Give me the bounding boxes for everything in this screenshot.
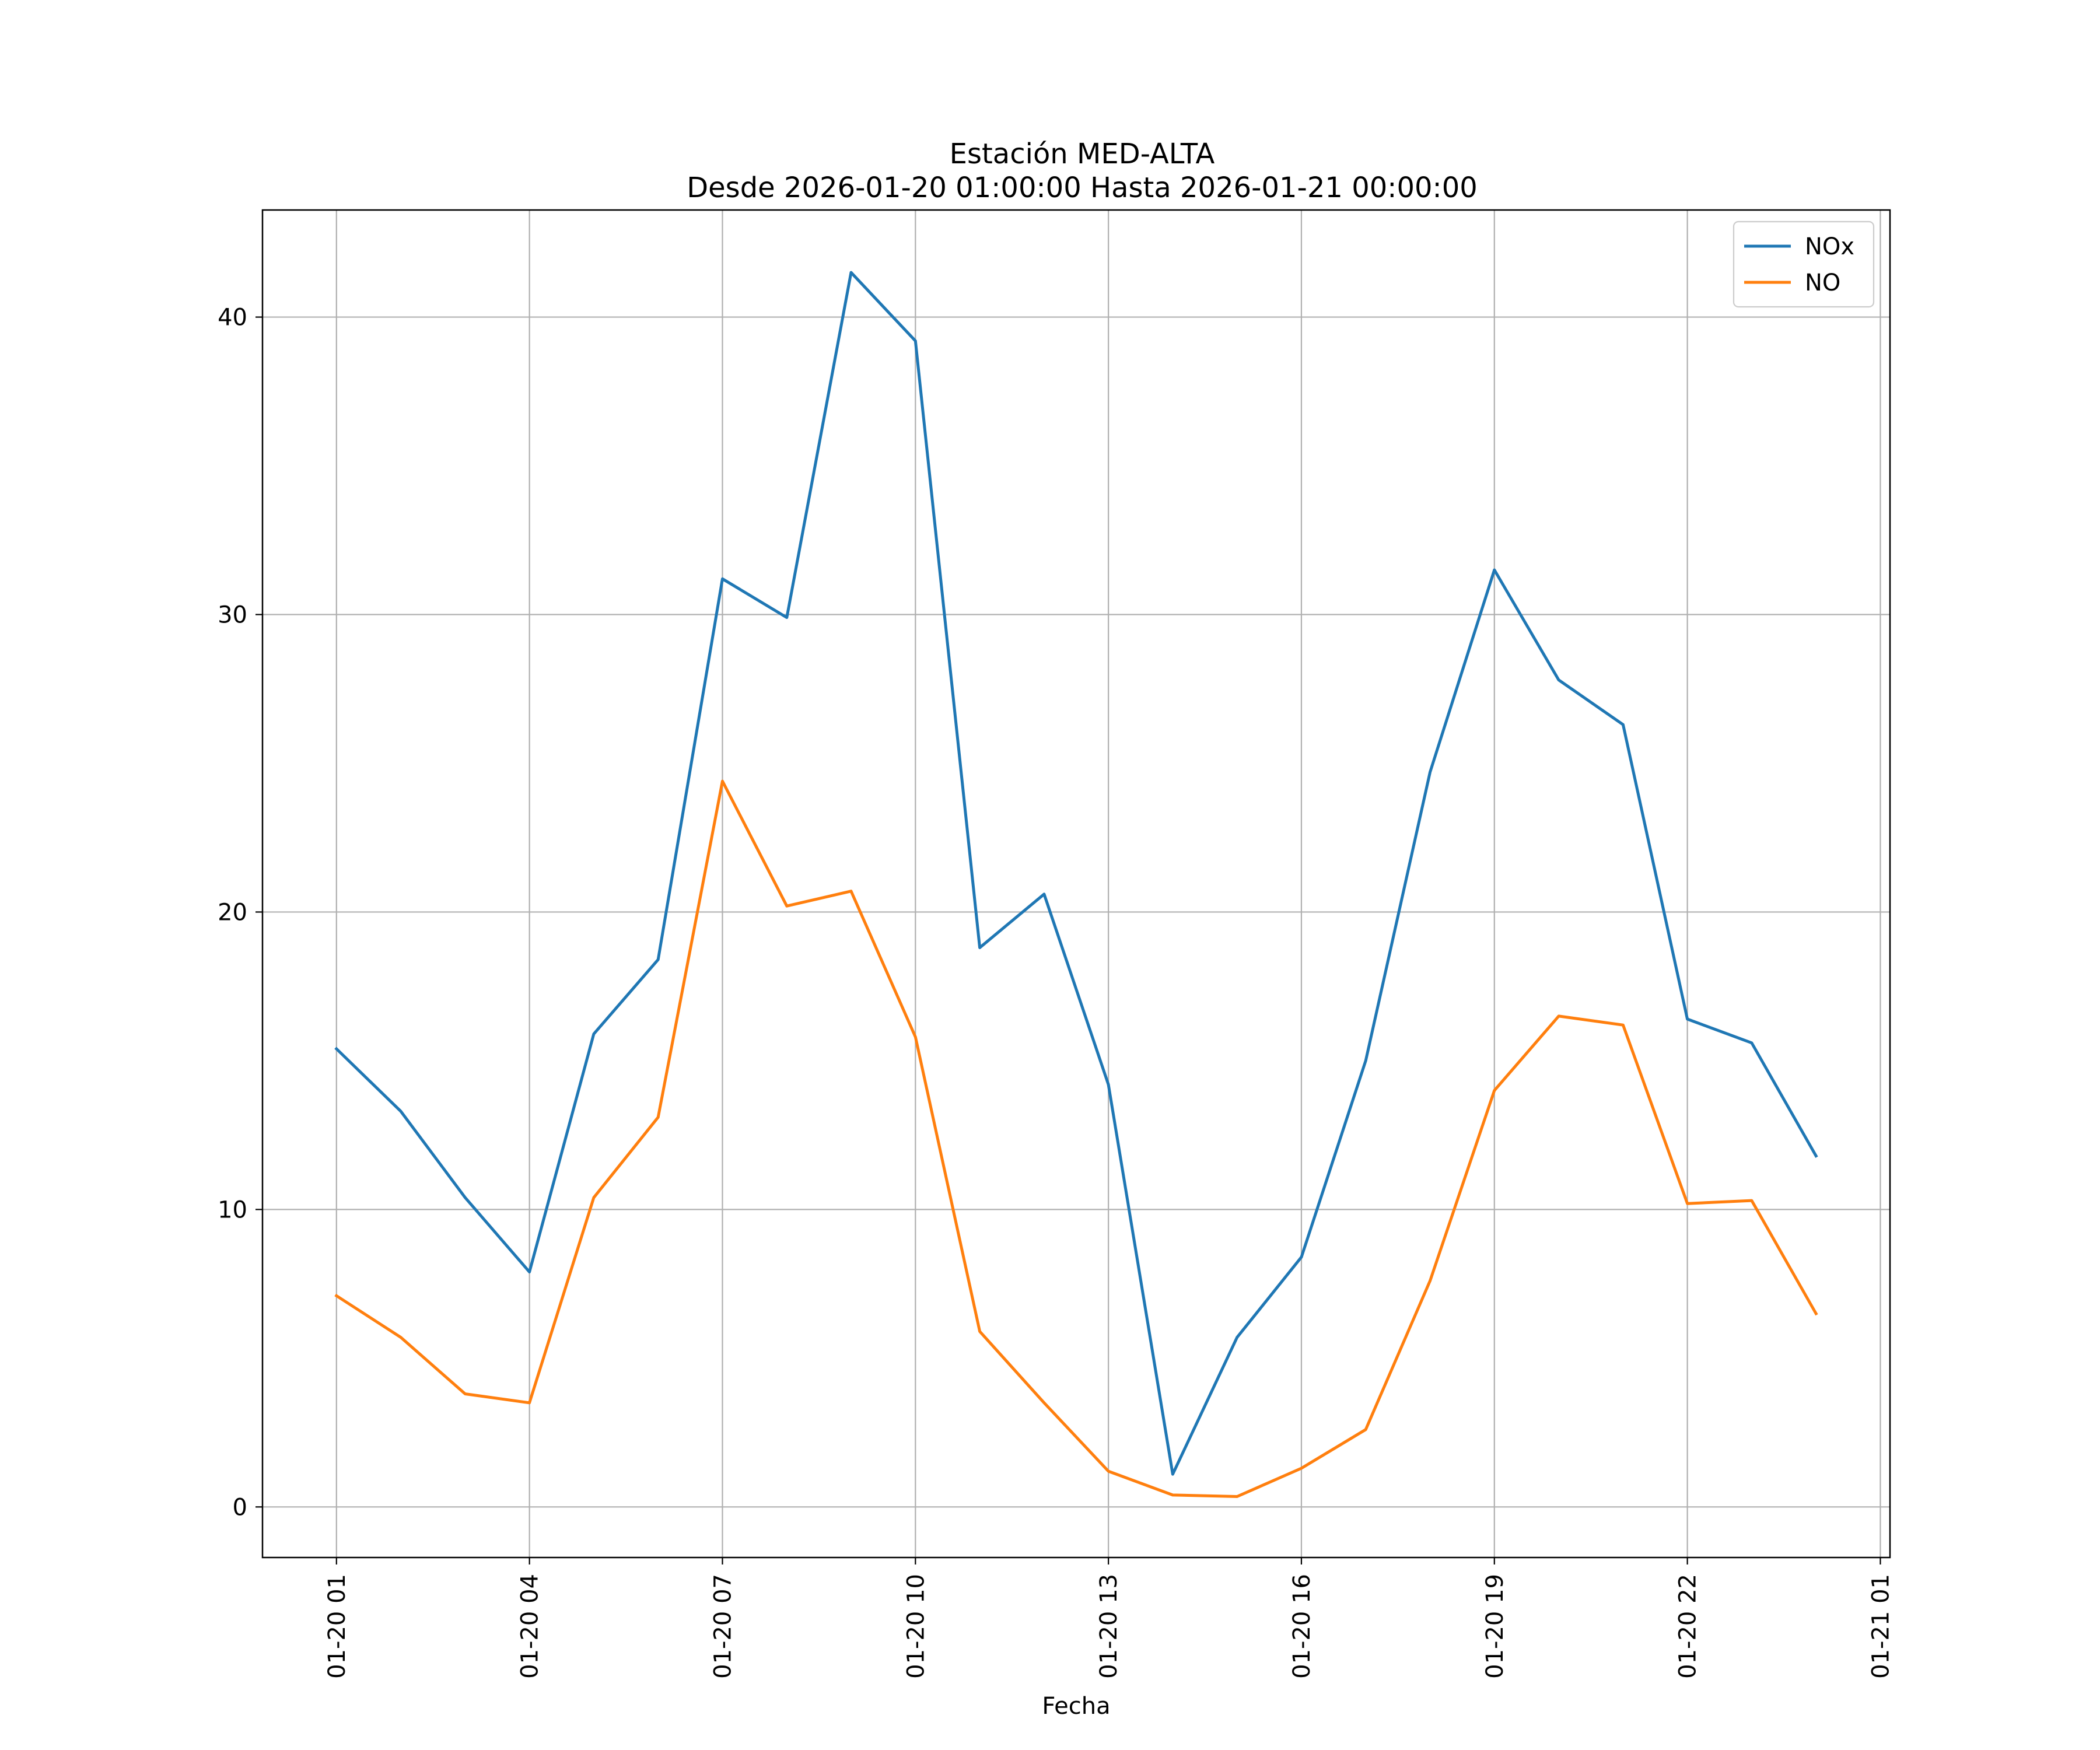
x-tick-label: 01-20 04 — [517, 1574, 544, 1679]
x-tick-label: 01-20 22 — [1675, 1574, 1702, 1679]
x-tick-label: 01-20 13 — [1096, 1574, 1122, 1679]
x-tick-label: 01-21 01 — [1867, 1574, 1894, 1679]
y-tick-label: 10 — [218, 1196, 247, 1223]
chart-title: Estación MED-ALTA — [950, 138, 1215, 170]
x-tick-label: 01-20 10 — [902, 1574, 929, 1679]
legend-label-no: NO — [1805, 270, 1840, 296]
y-tick-label: 20 — [218, 899, 247, 926]
y-tick-label: 0 — [233, 1494, 247, 1521]
axis-ticks: 01-20 01 01-20 04 01-20 07 01-20 10 01-20 13… — [218, 304, 1894, 1679]
x-axis-label: Fecha — [1042, 1693, 1110, 1720]
x-tick-label: 01-20 01 — [324, 1574, 351, 1679]
series-line-no — [334, 779, 1818, 1498]
x-tick-label: 01-20 19 — [1482, 1574, 1508, 1679]
y-tick-label: 30 — [218, 602, 247, 629]
legend-box — [1732, 220, 1875, 308]
series-line-nox — [334, 271, 1818, 1476]
legend: NOx NO — [1732, 220, 1875, 308]
grid — [262, 210, 1890, 1558]
chart-subtitle: Desde 2026-01-20 01:00:00 Hasta 2026-01-… — [687, 172, 1478, 204]
y-tick-label: 40 — [218, 304, 247, 331]
series-lines — [334, 271, 1818, 1498]
legend-label-nox: NOx — [1805, 233, 1854, 260]
plot-frame — [261, 209, 1891, 1559]
x-tick-label: 01-20 16 — [1289, 1574, 1315, 1679]
x-tick-label: 01-20 07 — [709, 1574, 736, 1679]
